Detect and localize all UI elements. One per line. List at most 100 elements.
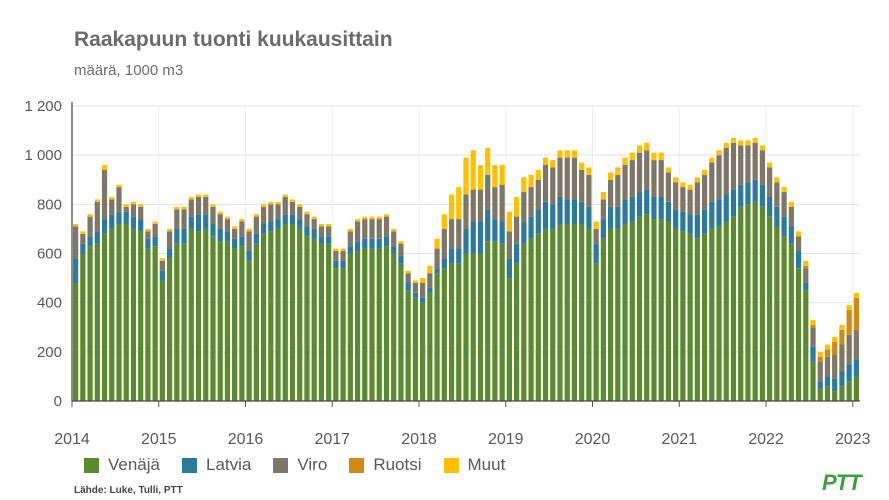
chart-subtitle: määrä, 1000 m3	[74, 62, 184, 79]
bar-segment-latvia	[680, 211, 686, 232]
bar-segment-viro	[123, 206, 129, 212]
bar-segment-latvia	[318, 236, 325, 244]
bar-segment-latvia	[224, 231, 231, 242]
bar-segment-muut	[651, 152, 657, 161]
bar-segment-viro	[159, 260, 165, 271]
bar-segment-latvia	[846, 364, 852, 382]
bar-segment-muut	[759, 145, 766, 151]
bar-segment-venäjä	[853, 376, 859, 401]
bar-segment-latvia	[694, 214, 700, 239]
bar-segment-viro	[101, 169, 108, 220]
bar-segment-venäjä	[716, 226, 722, 401]
bar-segment-latvia	[485, 209, 491, 242]
bar-segment-latvia	[203, 214, 209, 229]
bar-segment-venäjä	[311, 238, 317, 401]
bar-segment-venäjä	[600, 238, 606, 401]
bar-segment-viro	[188, 199, 194, 217]
bar-segment-latvia	[130, 216, 137, 229]
bar-segment-muut	[145, 228, 151, 232]
bar-segment-venäjä	[795, 268, 802, 401]
bar-segment-muut	[644, 142, 650, 151]
bar-segment-venäjä	[846, 381, 852, 401]
bar-segment-latvia	[260, 224, 267, 234]
bar-segment-latvia	[427, 287, 433, 293]
bar-segment-muut	[166, 228, 173, 232]
bar-segment-viro	[846, 334, 852, 365]
bar-segment-latvia	[593, 243, 599, 264]
bar-segment-latvia	[752, 179, 758, 202]
bar-segment-muut	[246, 228, 252, 232]
bar-segment-muut	[817, 351, 823, 357]
bar-segment-viro	[427, 273, 433, 288]
legend: Venäjä Latvia Viro Ruotsi Muut	[84, 455, 505, 475]
bar-segment-venäjä	[130, 228, 137, 401]
bar-segment-viro	[586, 174, 592, 207]
bar-segment-viro	[217, 214, 223, 229]
y-tick-label: 0	[54, 393, 62, 410]
bar-segment-latvia	[333, 260, 339, 269]
bar-segment-viro	[470, 189, 476, 222]
bar-segment-venäjä	[109, 228, 115, 401]
bar-segment-venäjä	[564, 224, 570, 401]
bar-segment-muut	[448, 194, 455, 220]
bar-segment-muut	[485, 147, 491, 175]
bar-segment-latvia	[166, 248, 173, 259]
bar-segment-venäjä	[506, 278, 512, 401]
y-tick-label: 600	[37, 246, 62, 263]
y-tick-label: 1 200	[24, 98, 62, 115]
bar-segment-venäjä	[434, 273, 440, 401]
bar-segment-venäjä	[521, 243, 527, 401]
bar-segment-latvia	[673, 209, 679, 229]
bar-segment-venäjä	[723, 221, 729, 401]
bar-segment-muut	[824, 344, 831, 350]
bar-segment-viro	[803, 268, 809, 283]
bar-segment-venäjä	[239, 246, 245, 402]
bar-segment-viro	[550, 167, 556, 205]
bar-segment-viro	[391, 231, 397, 247]
bar-segment-latvia	[289, 214, 296, 224]
x-tick-label: 2022	[748, 431, 784, 448]
bar-segment-ruotsi	[824, 349, 831, 357]
bar-segment-venäjä	[579, 224, 585, 401]
bar-segment-muut	[268, 201, 274, 205]
bar-segment-viro	[260, 206, 267, 224]
bar-segment-muut	[803, 260, 809, 266]
bar-segment-latvia	[326, 236, 332, 244]
bar-segment-latvia	[376, 238, 382, 249]
bar-segment-venäjä	[730, 216, 737, 402]
bar-segment-latvia	[600, 219, 606, 239]
bar-segment-venäjä	[383, 246, 390, 402]
bar-segment-latvia	[441, 258, 447, 269]
bar-segment-muut	[629, 152, 635, 161]
bar-segment-viro	[420, 283, 426, 298]
bar-segment-viro	[839, 344, 845, 372]
bar-segment-muut	[203, 194, 209, 197]
bar-segment-latvia	[362, 238, 368, 249]
bar-segment-muut	[709, 157, 715, 163]
bar-segment-viro	[781, 192, 787, 217]
bar-segment-viro	[723, 147, 729, 195]
axes	[71, 102, 860, 402]
bar-segment-venäjä	[571, 224, 578, 401]
bar-segment-latvia	[246, 251, 252, 261]
bar-segment-latvia	[636, 192, 643, 217]
bar-segment-viro	[109, 199, 115, 215]
bar-segment-muut	[73, 224, 79, 227]
bar-segment-venäjä	[535, 233, 541, 401]
bar-segment-muut	[94, 199, 100, 202]
bar-segment-latvia	[253, 233, 259, 244]
bar-segment-viro	[716, 155, 722, 200]
bar-segment-muut	[745, 140, 751, 146]
bar-segment-muut	[607, 172, 614, 180]
bar-segment-viro	[557, 157, 563, 197]
bar-segment-latvia	[492, 219, 498, 242]
bar-segment-viro	[687, 189, 693, 215]
x-tick-label: 2023	[835, 431, 871, 448]
bar-segment-venäjä	[651, 219, 657, 401]
bar-segment-venäjä	[477, 253, 484, 401]
bar-segment-latvia	[347, 246, 353, 254]
bar-segment-viro	[810, 327, 816, 347]
bar-segment-latvia	[87, 236, 93, 247]
bar-segment-venäjä	[391, 253, 397, 401]
